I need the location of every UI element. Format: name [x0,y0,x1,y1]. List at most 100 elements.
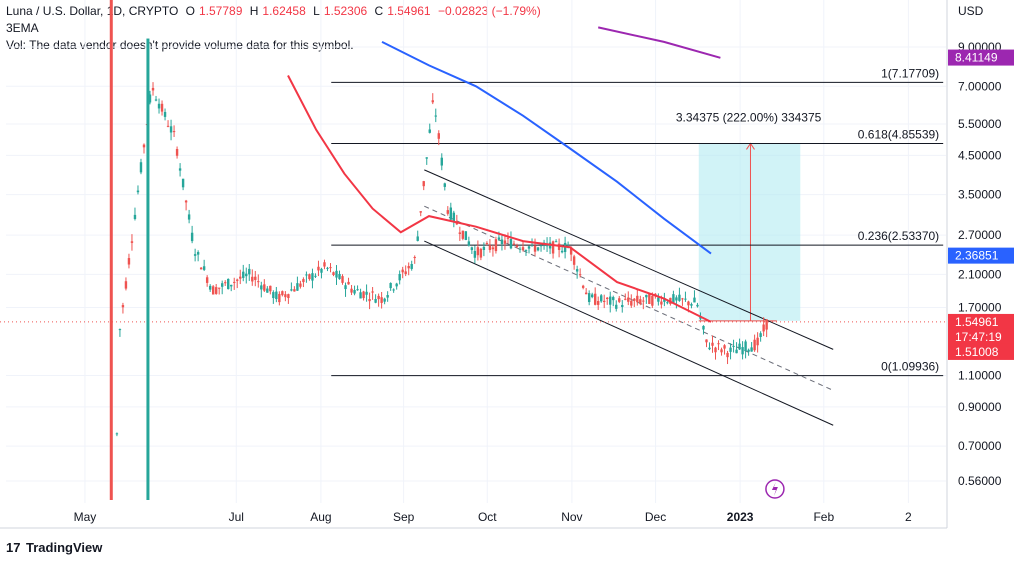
lightning-bolt-icon [771,482,778,496]
candle-body [172,131,176,133]
price-badge-label: 1.51008 [955,345,999,359]
candle-body [500,239,504,245]
candle-body [723,345,726,349]
candle-body [347,281,350,285]
candle-body [485,242,489,244]
candle-body [726,352,729,358]
candle-body [765,319,768,330]
price-badge [948,313,1014,330]
candle-body [581,285,585,288]
channel-upper-line[interactable] [424,169,834,350]
candle-body [293,289,296,292]
candle-body [527,246,531,249]
price-tick-label: 2.70000 [958,228,1002,242]
candle-body [245,273,248,277]
price-badge-label: 1.54961 [955,315,999,329]
high-value: 1.62458 [262,4,306,18]
candle-body [383,298,386,302]
replay-lightning-icon[interactable] [765,479,785,499]
candle-body [317,266,320,271]
candle-body [389,283,392,289]
ema-line[interactable] [597,26,721,59]
candle-body [458,232,462,235]
open-label: O [185,4,195,18]
candle-body [118,329,122,331]
candle-body [326,267,329,269]
candle-body [338,273,341,280]
candle-body [263,284,266,291]
price-badge-label: 17:47:19 [955,330,1002,344]
ema-line[interactable] [287,75,712,323]
candle-body [365,291,368,295]
candle-body [341,276,344,283]
candle-body [236,279,239,281]
candle-body [693,297,696,303]
fib-level-label: 0.618(4.85539) [858,127,939,141]
high-label: H [249,4,259,18]
candle-body [374,299,377,303]
candle-body [287,294,290,299]
candle-body [356,289,359,291]
candle-body [672,294,675,303]
candle-body [320,268,323,273]
candle-body [473,250,477,258]
candle-body [714,347,717,353]
candle-body [392,289,395,291]
channel-lower-line[interactable] [424,240,834,426]
price-tick-label: 1.70000 [958,300,1002,314]
candle-body [380,297,383,303]
candle-body [663,298,666,302]
candle-body [416,236,419,241]
candle-body [196,252,200,255]
candle-body [214,287,218,294]
candle-body [278,293,281,303]
candle-body [431,100,434,103]
candle-body [708,347,711,350]
candle-body [711,342,714,346]
change-value: −0.02823 (−1.79%) [437,4,541,18]
candle-body [732,345,735,347]
candle-body [597,301,600,305]
chart-header: Luna / U.S. Dollar, 1D, CRYPTO O 1.57789 … [6,4,545,19]
candle-body [211,286,215,295]
candle-body [230,284,233,287]
candle-body [630,300,633,306]
candle-body [660,301,663,305]
candle-body [705,339,708,343]
candle-body [205,277,209,283]
candle-body [645,294,648,298]
open-value: 1.57789 [198,4,243,18]
candle-body [518,248,522,250]
candle-body [160,103,164,112]
tradingview-logo[interactable]: 17 TradingView [6,540,102,555]
candle-body [735,349,738,354]
candle-body [687,301,690,306]
candle-body [284,294,287,298]
candle-body [494,239,498,252]
candle-body [323,262,326,267]
ema-line[interactable] [381,41,712,255]
candle-body [184,200,188,203]
low-label: L [313,4,320,18]
price-badge [948,49,1014,66]
indicator-label[interactable]: 3EMA [6,21,39,35]
time-tick-label: Sep [393,510,415,524]
candle-body [488,245,492,250]
candle-body [569,247,573,255]
candle-body [305,274,308,276]
candle-body [648,294,651,304]
candle-body [750,347,753,352]
candle-body [254,276,257,280]
price-badge [948,247,1014,264]
candle-body [157,103,161,109]
price-tick-label: 7.00000 [958,79,1002,93]
candle-body [717,343,720,345]
candle-body [747,349,750,352]
candle-body [139,162,143,173]
channel-mid-line[interactable] [424,205,834,391]
candle-body [239,276,242,279]
candle-body [163,111,167,117]
target-zone[interactable] [698,143,801,321]
candle-body [636,295,639,303]
